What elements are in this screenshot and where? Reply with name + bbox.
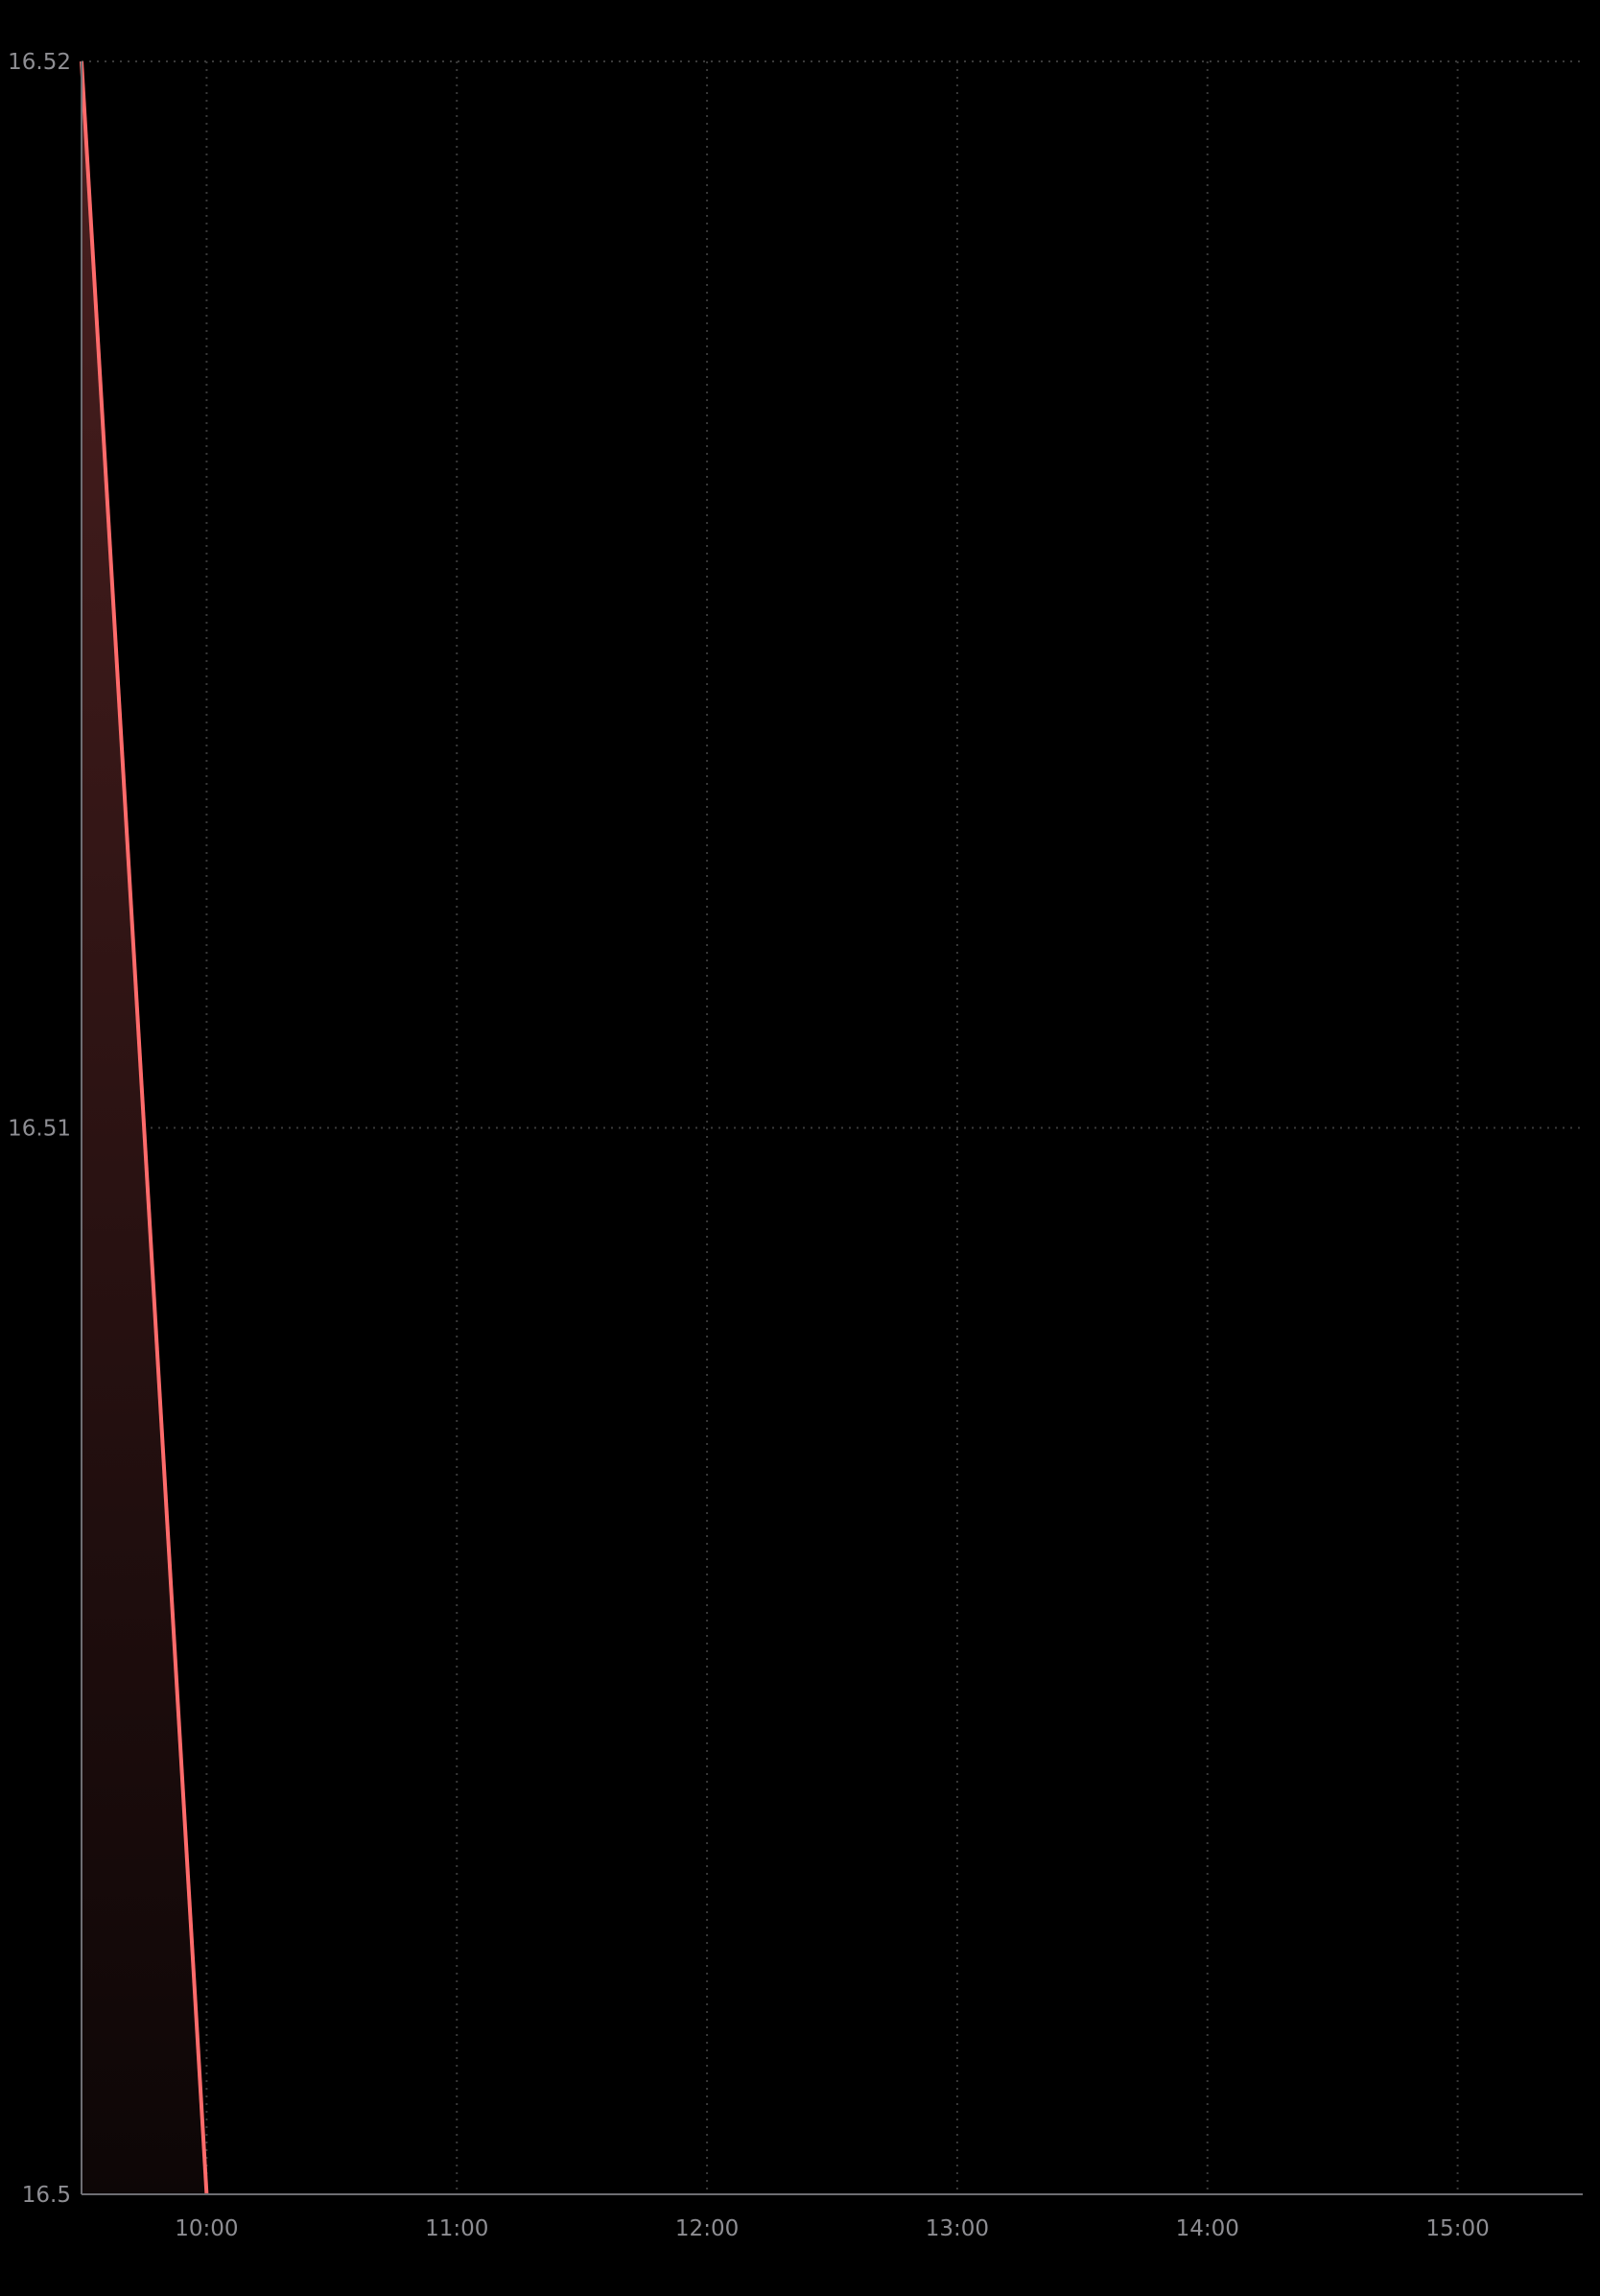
y-tick-label: 16.52	[8, 50, 71, 75]
x-tick-label: 13:00	[926, 2216, 989, 2241]
y-tick-label: 16.5	[22, 2183, 71, 2208]
grid-layer	[82, 60, 1583, 2194]
x-tick-label: 14:00	[1176, 2216, 1239, 2241]
x-tick-label: 12:00	[675, 2216, 739, 2241]
x-tick-label: 10:00	[175, 2216, 238, 2241]
y-tick-label: 16.51	[8, 1117, 71, 1142]
x-tick-label: 15:00	[1425, 2216, 1489, 2241]
x-tick-label: 11:00	[425, 2216, 488, 2241]
tick-layer: 16.5 16.51 16.52 10:00 11:00 12:00 13:00 14:00 1…	[8, 50, 1490, 2241]
axis-layer	[81, 61, 1583, 2195]
series-line	[80, 60, 209, 2195]
area-layer	[80, 60, 209, 2195]
